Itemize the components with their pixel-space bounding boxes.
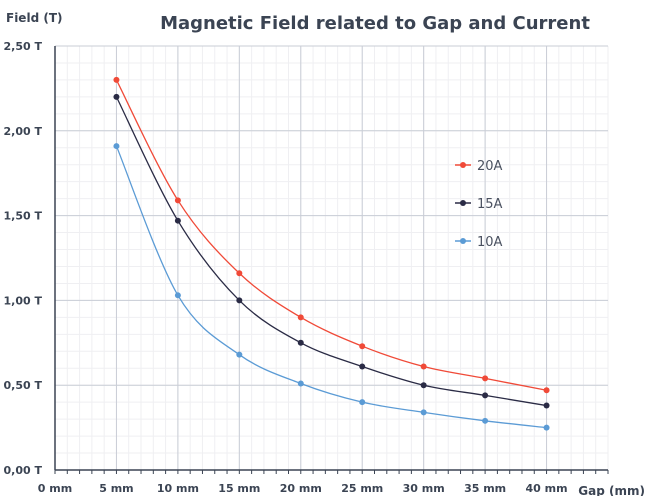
legend-label: 15A [477,197,503,212]
grid [54,45,609,471]
data-point-20A [113,76,120,83]
x-tick-label: 5 mm [99,482,133,495]
y-tick-label: 0,50 T [4,379,43,392]
legend-item-10A: 10A [455,235,503,250]
series-line-15A [115,96,547,407]
legend-swatch-marker [460,162,466,168]
data-point-20A [359,343,366,350]
series-15A [113,93,550,409]
y-tick-label: 1,50 T [4,210,43,223]
data-point-10A [113,143,120,150]
legend-item-20A: 20A [455,159,503,174]
x-tick-label: 10 mm [157,482,199,495]
data-point-20A [174,197,181,204]
data-point-15A [297,339,304,346]
series-line-10A [115,145,547,429]
data-point-20A [236,270,243,277]
data-point-15A [543,402,550,409]
y-tick-label: 2,00 T [4,125,43,138]
data-point-10A [543,424,550,431]
x-axis-title: Gap (mm) [578,484,645,496]
y-tick-label: 1,00 T [4,294,43,307]
x-tick-label: 0 mm [38,482,72,495]
data-point-20A [543,387,550,394]
x-tick-label: 40 mm [526,482,568,495]
x-tick-label: 20 mm [280,482,322,495]
x-tick-label: 15 mm [218,482,260,495]
data-point-10A [236,351,243,358]
series-group [113,76,550,431]
legend-label: 10A [477,235,503,250]
data-point-20A [297,314,304,321]
data-point-15A [174,217,181,224]
series-10A [113,143,550,431]
legend: 20A 15A 10A [455,159,503,250]
y-tick-label: 2,50 T [4,40,43,53]
data-point-10A [420,409,427,416]
tick-labels: 0 mm 5 mm 10 mm 15 mm 20 mm 25 mm 30 mm 35 mm 40… [4,40,568,495]
data-point-15A [420,382,427,389]
data-point-20A [482,375,489,382]
data-point-20A [420,363,427,370]
axes [54,46,609,474]
data-point-10A [174,292,181,299]
data-point-15A [359,363,366,370]
data-point-15A [482,392,489,399]
series-20A [113,76,550,394]
data-point-10A [359,399,366,406]
legend-swatch-marker [460,238,466,244]
chart-title: Magnetic Field related to Gap and Curren… [160,13,590,34]
x-tick-label: 25 mm [341,482,383,495]
data-point-10A [297,380,304,387]
data-point-15A [113,93,120,100]
y-tick-label: 0,00 T [4,464,43,477]
y-axis-title: Field (T) [6,11,62,25]
legend-swatch-marker [460,200,466,206]
x-tick-label: 30 mm [403,482,445,495]
data-point-15A [236,297,243,304]
data-point-10A [482,417,489,424]
legend-label: 20A [477,159,503,174]
legend-item-15A: 15A [455,197,503,212]
x-tick-label: 35 mm [464,482,506,495]
